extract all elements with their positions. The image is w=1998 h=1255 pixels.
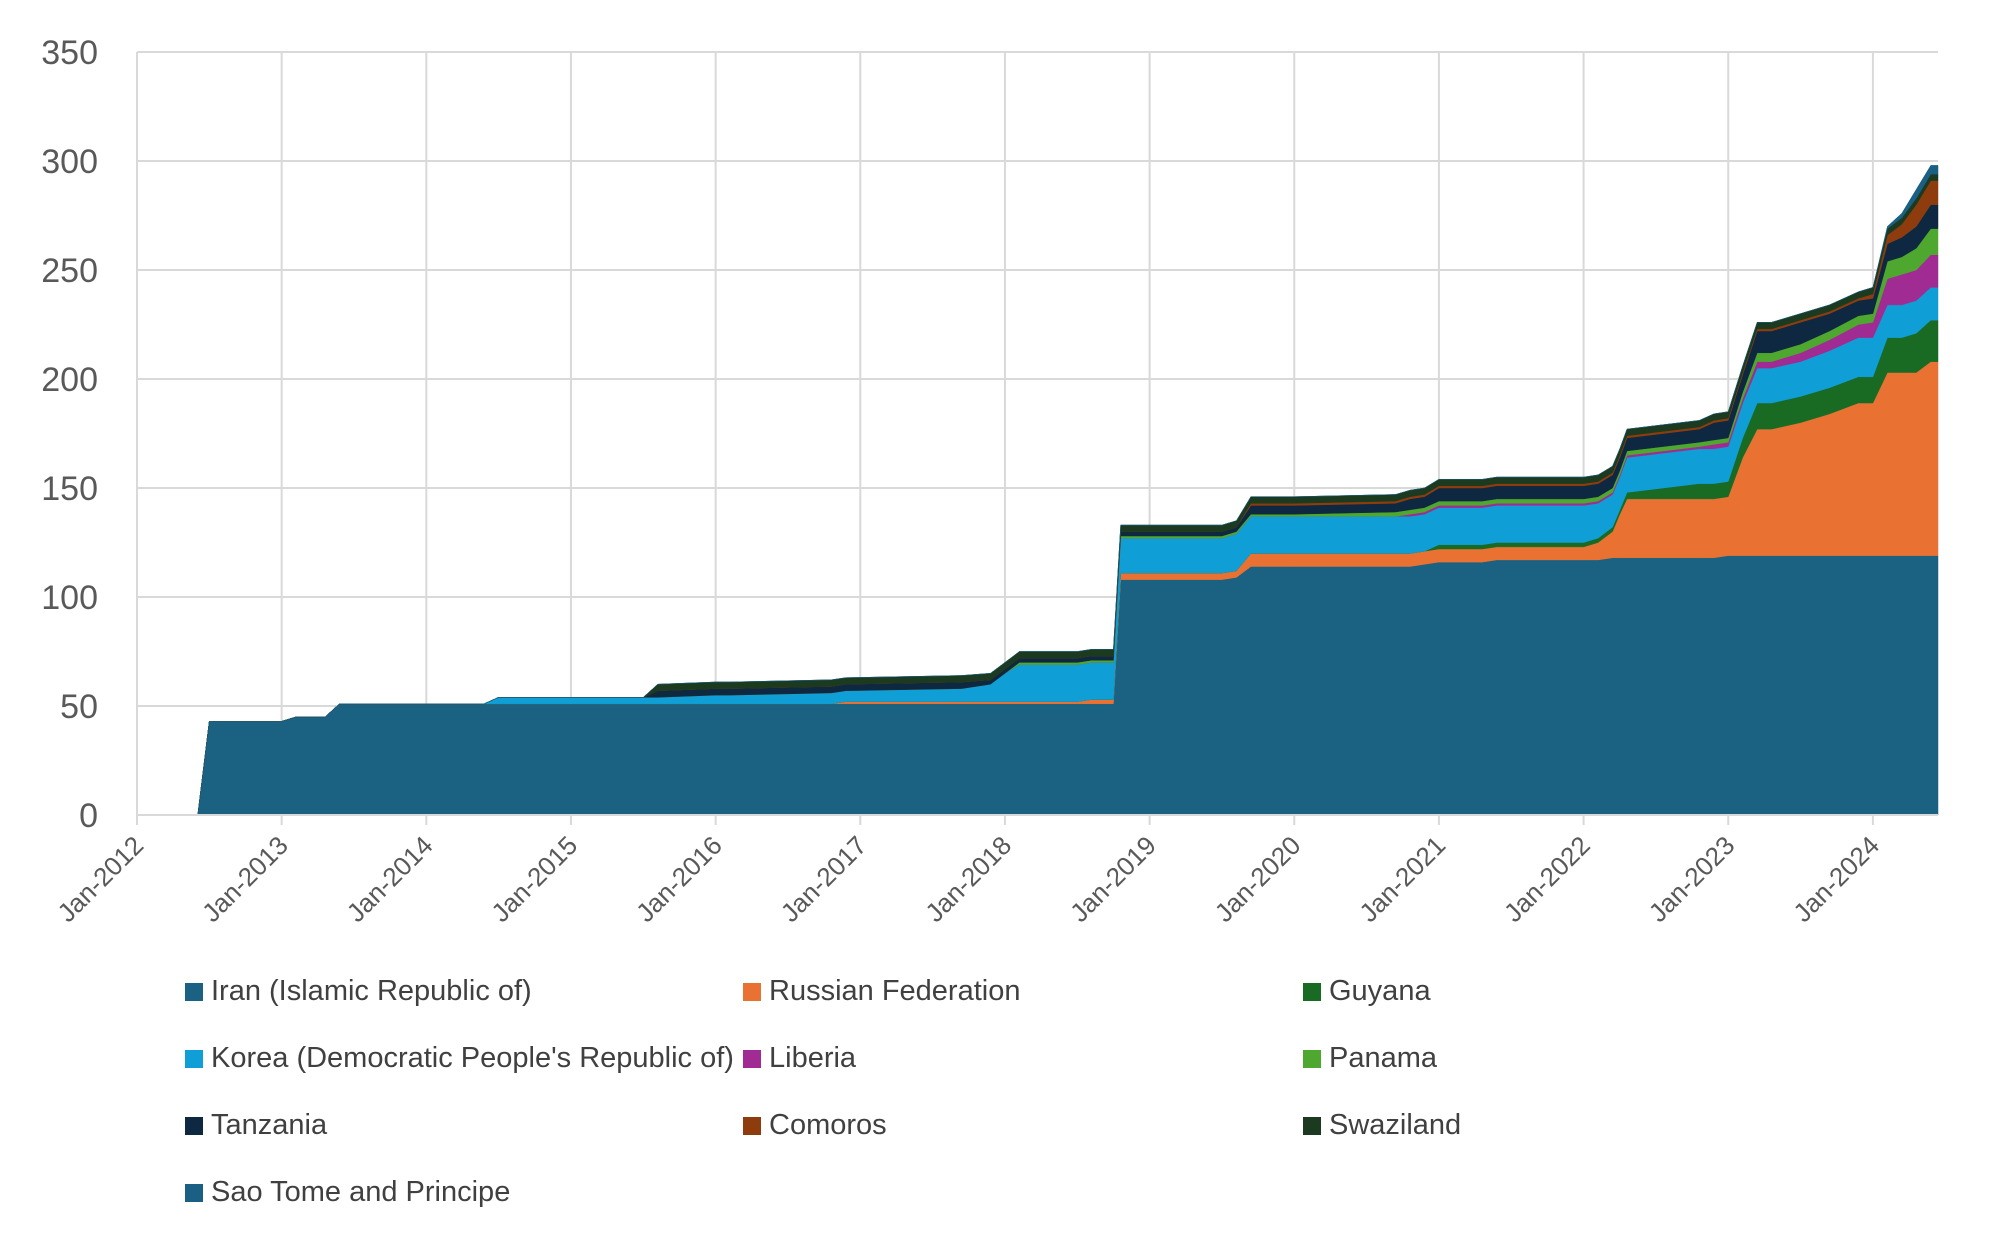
legend-swatch: [1303, 1049, 1321, 1068]
legend-swatch: [185, 982, 203, 1001]
legend-item: Swaziland: [1303, 1109, 1461, 1142]
legend-label: Iran (Islamic Republic of): [211, 975, 532, 1007]
x-tick-label: Jan-2015: [485, 830, 583, 928]
x-tick-label: Jan-2022: [1498, 830, 1596, 928]
y-tick-label: 50: [60, 688, 98, 726]
legend-item: Panama: [1303, 1042, 1437, 1075]
legend-item: Sao Tome and Principe: [185, 1176, 510, 1209]
legend-item: Russian Federation: [743, 975, 1020, 1008]
legend-label: Swaziland: [1329, 1109, 1462, 1141]
legend-swatch: [1303, 982, 1321, 1001]
x-tick-label: Jan-2013: [196, 830, 294, 928]
legend-label: Tanzania: [211, 1109, 328, 1141]
x-tick-label: Jan-2017: [775, 830, 873, 928]
legend-swatch: [743, 1116, 761, 1135]
x-tick-label: Jan-2016: [630, 830, 728, 928]
x-tick-label: Jan-2024: [1787, 830, 1885, 928]
y-tick-label: 250: [41, 252, 98, 290]
y-tick-label: 200: [41, 361, 98, 399]
x-tick-label: Jan-2019: [1064, 830, 1162, 928]
legend-label: Comoros: [769, 1109, 887, 1141]
legend-label: Liberia: [769, 1042, 857, 1074]
x-tick-label: Jan-2012: [51, 830, 149, 928]
legend-item: Iran (Islamic Republic of): [185, 975, 532, 1008]
legend-swatch: [743, 1049, 761, 1068]
x-tick-label: Jan-2021: [1353, 830, 1451, 928]
legend-label: Sao Tome and Principe: [211, 1176, 511, 1208]
legend-swatch: [185, 1183, 203, 1202]
stacked-area-chart: 0 50 100 150 200 250 300 350 Jan-2012 Jan-2013 Jan…: [41, 34, 1939, 928]
x-tick-label: Jan-2014: [341, 830, 439, 928]
legend-item: Korea (Democratic People's Republic of): [185, 1042, 734, 1075]
area-series: [197, 165, 1939, 816]
legend-item: Liberia: [743, 1042, 856, 1075]
y-tick-label: 0: [79, 797, 98, 835]
x-tick-label: Jan-2018: [919, 830, 1017, 928]
y-tick-label: 150: [41, 470, 98, 508]
legend-item: Comoros: [743, 1109, 887, 1142]
legend-label: Russian Federation: [769, 975, 1021, 1007]
x-tick-label: Jan-2023: [1643, 830, 1741, 928]
legend-label: Panama: [1329, 1042, 1438, 1074]
x-tick-label: Jan-2020: [1209, 830, 1307, 928]
y-tick-label: 350: [41, 34, 98, 72]
legend-item: Tanzania: [185, 1109, 327, 1142]
legend-swatch: [185, 1049, 203, 1068]
legend-label: Korea (Democratic People's Republic of): [211, 1042, 734, 1074]
legend-swatch: [743, 982, 761, 1001]
area-series-9: [197, 165, 1939, 816]
legend-item: Guyana: [1303, 975, 1431, 1008]
legend-label: Guyana: [1329, 975, 1431, 1007]
y-tick-label: 300: [41, 143, 98, 181]
y-tick-label: 100: [41, 579, 98, 617]
legend-swatch: [1303, 1116, 1321, 1135]
legend-swatch: [185, 1116, 203, 1135]
